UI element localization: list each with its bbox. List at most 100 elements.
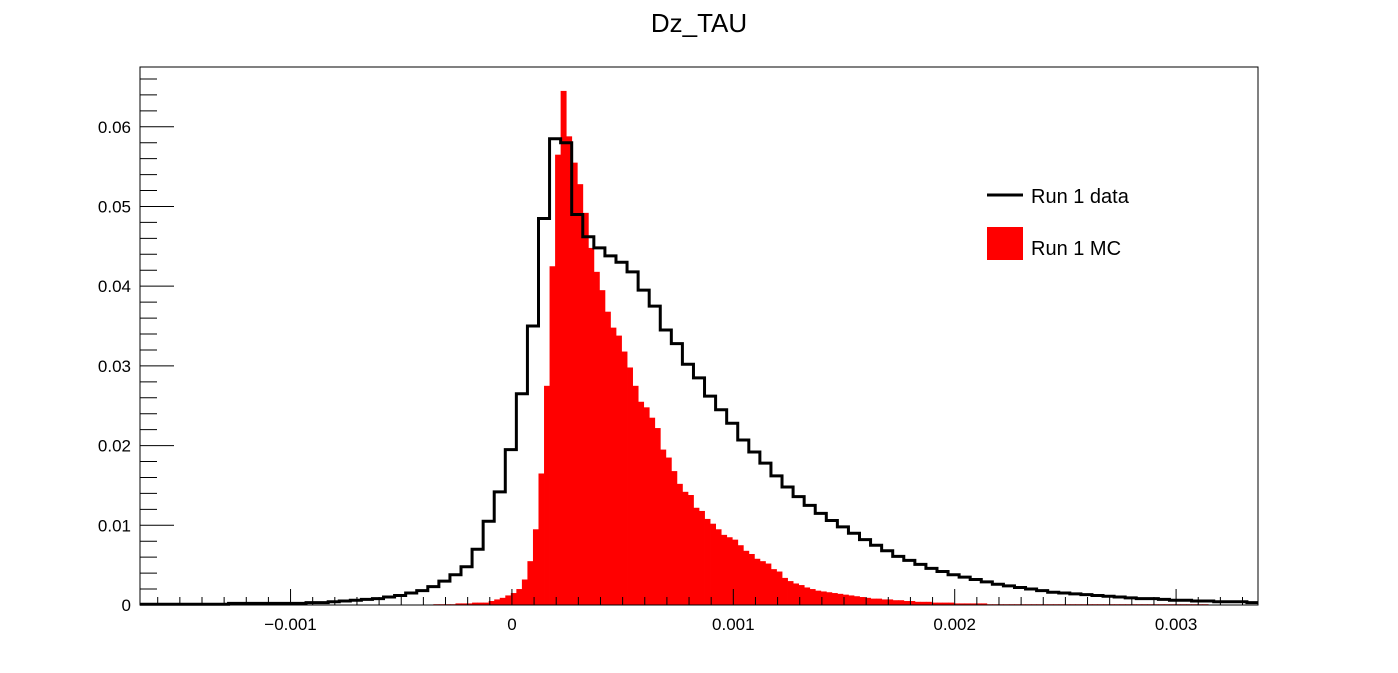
legend: Run 1 data Run 1 MC xyxy=(987,186,1130,260)
mc-bar xyxy=(815,590,822,605)
mc-bar xyxy=(638,401,645,605)
y-tick-label: 0.04 xyxy=(98,277,131,296)
legend-label-mc: Run 1 MC xyxy=(1031,238,1121,260)
mc-bar xyxy=(455,603,462,605)
mc-bar xyxy=(931,602,938,605)
mc-bar xyxy=(903,601,910,605)
mc-bar xyxy=(615,335,622,605)
mc-bar xyxy=(577,184,584,606)
mc-bar xyxy=(981,603,988,605)
mc-bar xyxy=(693,507,700,605)
mc-bar xyxy=(959,603,966,605)
mc-bar xyxy=(732,539,739,605)
mc-bar xyxy=(804,587,811,605)
plot-frame xyxy=(139,66,1259,606)
mc-bar xyxy=(466,603,473,605)
y-tick-label: 0.01 xyxy=(98,516,131,535)
x-tick-label: −0.001 xyxy=(264,615,316,634)
mc-bar xyxy=(798,585,805,605)
mc-bar xyxy=(604,311,611,605)
mc-bar xyxy=(892,600,899,605)
y-tick-label: 0.02 xyxy=(98,437,131,456)
mc-bar xyxy=(881,599,888,605)
mc-bar xyxy=(787,581,794,605)
mc-bar xyxy=(687,495,694,605)
mc-bar xyxy=(488,601,495,605)
mc-bar xyxy=(494,599,501,605)
mc-bar xyxy=(853,596,860,605)
mc-bar xyxy=(461,603,467,605)
mc-bar xyxy=(759,561,766,605)
mc-bar xyxy=(909,601,916,605)
mc-bar xyxy=(527,561,534,605)
mc-bar xyxy=(571,162,578,605)
mc-bar xyxy=(898,600,905,605)
mc-bar xyxy=(671,471,678,605)
mc-bar xyxy=(610,327,617,605)
mc-bar xyxy=(859,597,866,605)
mc-bar xyxy=(654,428,661,605)
mc-bar xyxy=(472,602,479,605)
mc-bar xyxy=(848,595,855,605)
mc-bar xyxy=(948,602,954,605)
mc-bar xyxy=(876,598,883,605)
mc-bar xyxy=(477,602,484,605)
mc-bar xyxy=(936,602,943,605)
mc-bar xyxy=(942,602,949,605)
x-tick-label: 0 xyxy=(507,615,516,634)
mc-bar xyxy=(748,553,755,605)
mc-bar xyxy=(549,266,556,605)
mc-bar xyxy=(483,602,490,605)
mc-bar xyxy=(743,550,750,605)
mc-bar xyxy=(516,589,523,605)
mc-bar xyxy=(621,351,628,605)
mc-bar xyxy=(588,247,595,605)
mc-bar xyxy=(643,407,650,605)
histogram-layer xyxy=(140,90,1258,606)
mc-bar xyxy=(770,569,777,605)
mc-bar xyxy=(521,579,528,605)
chart-title: Dz_TAU xyxy=(651,8,747,38)
axes: 0 0.01 0.02 0.03 0.04 0.05 0.06 −0.001 0 0.001 0.0… xyxy=(98,78,1244,634)
mc-bar xyxy=(726,537,733,605)
mc-bar xyxy=(837,593,844,605)
mc-bar xyxy=(593,271,600,605)
y-tick-label: 0.06 xyxy=(98,118,131,137)
mc-bar xyxy=(776,571,783,605)
y-tick-label: 0 xyxy=(122,596,131,615)
mc-bar xyxy=(505,595,512,605)
y-tick-label: 0.03 xyxy=(98,357,131,376)
mc-bar xyxy=(510,593,517,605)
mc-bar xyxy=(870,598,877,605)
mc-bar xyxy=(566,136,573,605)
mc-bar xyxy=(544,385,550,605)
mc-bar xyxy=(914,601,921,605)
mc-bar xyxy=(737,545,744,605)
y-tick-label: 0.05 xyxy=(98,197,131,216)
mc-bar xyxy=(627,367,633,605)
mc-bar xyxy=(831,593,838,605)
mc-bar xyxy=(765,563,772,605)
mc-bar xyxy=(842,594,849,605)
mc-bar xyxy=(782,577,788,605)
mc-bar xyxy=(499,597,506,605)
mc-bar xyxy=(582,212,589,605)
legend-label-data: Run 1 data xyxy=(1031,186,1130,208)
mc-bar xyxy=(704,518,711,605)
mc-bar xyxy=(887,599,894,605)
mc-bar xyxy=(676,483,683,605)
mc-bar xyxy=(925,601,932,605)
mc-bar xyxy=(754,558,761,605)
mc-bar xyxy=(975,603,982,605)
mc-bar xyxy=(682,491,689,605)
legend-fill-icon xyxy=(987,227,1023,260)
mc-bar xyxy=(793,583,800,605)
x-tick-label: 0.003 xyxy=(1155,615,1198,634)
mc-bar xyxy=(599,290,606,605)
mc-bar xyxy=(560,90,567,605)
mc-bar xyxy=(721,534,728,605)
mc-bar xyxy=(555,154,562,605)
data-step-line xyxy=(140,137,1258,606)
mc-bar xyxy=(649,417,656,605)
